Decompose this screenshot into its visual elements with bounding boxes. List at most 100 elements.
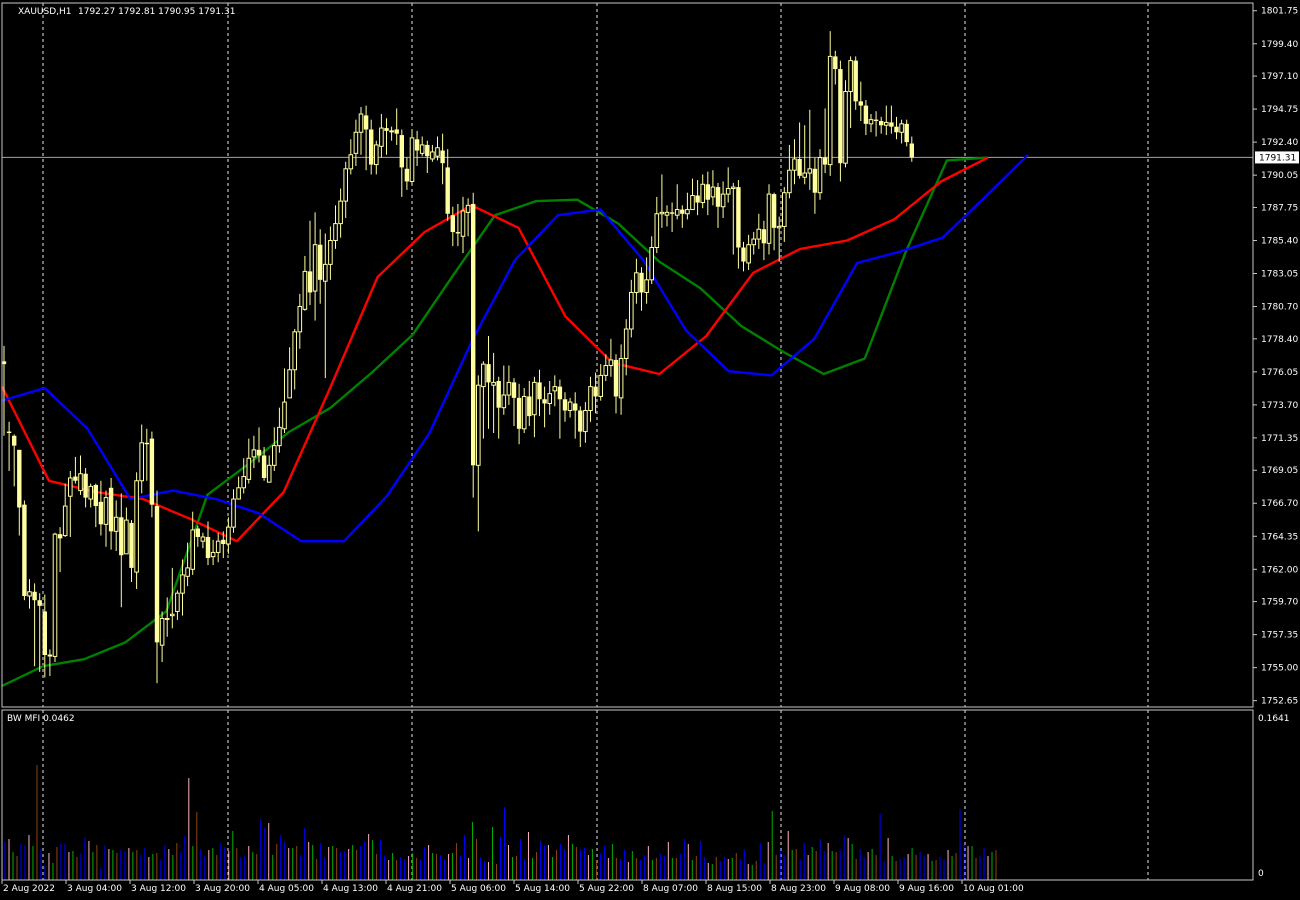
candle [129, 520, 134, 582]
candle-body-up [52, 533, 58, 657]
candle [629, 279, 634, 338]
candle-body-down [705, 184, 710, 200]
candle-body-up [88, 485, 94, 500]
candle [736, 180, 741, 269]
candle-body-down [557, 386, 563, 400]
candle-body-down [32, 591, 37, 601]
y-tick-label-2: 1797.10 [1261, 72, 1298, 82]
candle-body-down [425, 144, 430, 157]
candle [297, 293, 303, 349]
candle-body-up [343, 168, 348, 202]
candle-body-down [1, 361, 7, 365]
candle-body-up [751, 238, 757, 246]
x-tick-label-12: 8 Aug 23:00 [771, 884, 826, 894]
y-tick-label-12: 1773.70 [1261, 401, 1298, 411]
candle [674, 184, 680, 220]
candle [445, 149, 450, 221]
candle [170, 567, 175, 629]
candle [644, 257, 649, 304]
mfi-histogram [4, 765, 997, 880]
candle-body-down [363, 115, 369, 130]
candle-body-up [389, 130, 394, 133]
candle [328, 226, 333, 280]
candle [17, 449, 22, 536]
candle-body-up [159, 617, 165, 646]
candle-body-up [27, 591, 32, 597]
candle [639, 267, 644, 311]
candle [231, 489, 236, 533]
candle [22, 500, 27, 601]
candle-body-up [348, 154, 354, 170]
candle-body-up [78, 473, 83, 492]
candle [884, 105, 889, 136]
candle [659, 174, 665, 228]
candle-body-up [190, 529, 195, 570]
candle-body-up [506, 381, 512, 396]
candle-body-down [516, 397, 522, 429]
candle [435, 136, 440, 161]
candle-body-down [904, 123, 909, 143]
candle-body-down [863, 105, 869, 124]
x-tick-label-1: 3 Aug 04:00 [67, 884, 122, 894]
candle [603, 354, 609, 381]
candle [501, 365, 507, 415]
candle-body-up [338, 200, 343, 225]
ma-mid-line [1, 153, 1029, 543]
candle [516, 383, 522, 445]
candle-body-up [236, 487, 241, 500]
candle-body-up [292, 331, 297, 371]
candle [894, 116, 899, 140]
candle [384, 118, 389, 155]
candle [557, 379, 563, 439]
candle-body-up [231, 498, 236, 528]
candle [88, 483, 94, 508]
x-tick-label-10: 8 Aug 07:00 [643, 884, 698, 894]
candle-body-down [511, 382, 517, 398]
candle-body-up [139, 442, 144, 482]
candle-body-down [93, 484, 98, 507]
candle [246, 438, 252, 484]
candle [725, 167, 731, 203]
candle-body-up [776, 225, 782, 229]
candle [251, 435, 257, 469]
candle-body-up [47, 654, 53, 657]
candle [236, 476, 241, 500]
candle [838, 60, 843, 182]
candle [547, 380, 553, 415]
candle [292, 329, 297, 390]
price-pane-frame [1, 2, 1254, 708]
candle [93, 483, 98, 528]
candle-body-up [226, 526, 231, 545]
candle [873, 111, 879, 137]
y-tick-label-14: 1769.05 [1261, 466, 1298, 476]
y-tick-label-20: 1755.00 [1261, 664, 1298, 674]
candle [889, 105, 894, 134]
candle-body-up [649, 247, 655, 281]
candle [394, 108, 399, 145]
candle [430, 144, 435, 162]
y-tick-label-16: 1764.35 [1261, 532, 1298, 542]
candle [241, 458, 246, 494]
candle-body-down [12, 435, 17, 446]
candle-body-up [766, 193, 772, 244]
candle-body-down [812, 168, 818, 193]
candle [782, 187, 787, 242]
candle [144, 428, 149, 481]
y-tick-label-18: 1759.70 [1261, 598, 1298, 608]
candle [369, 119, 374, 175]
candle-body-down [205, 536, 211, 559]
candle [205, 521, 211, 566]
candle [149, 431, 155, 518]
candle-body-down [6, 431, 12, 433]
candle [200, 532, 206, 549]
candle [776, 216, 782, 262]
candle-body-down [17, 449, 22, 508]
candle-body-up [588, 386, 593, 412]
candle [190, 511, 195, 575]
candle-body-up [629, 291, 634, 330]
candle-body-down [369, 129, 374, 165]
candle [318, 229, 323, 304]
x-tick-label-8: 5 Aug 14:00 [515, 884, 570, 894]
candle [537, 369, 542, 417]
